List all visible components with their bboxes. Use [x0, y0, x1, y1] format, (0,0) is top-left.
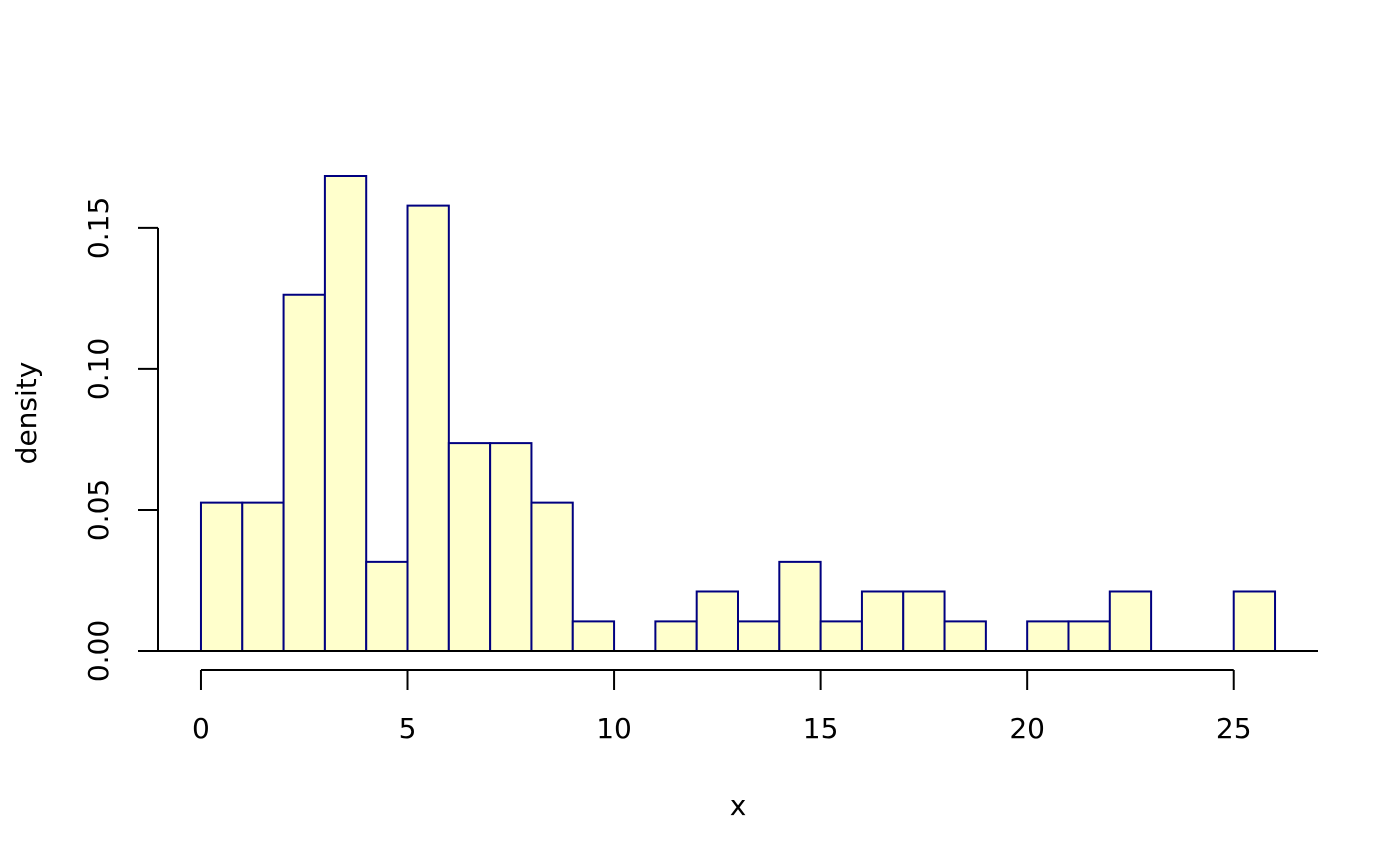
histogram-bar	[365, 560, 409, 653]
histogram-bar	[778, 560, 822, 653]
x-tick-label: 15	[803, 712, 839, 745]
histogram-bar	[1067, 620, 1111, 652]
y-tick-label: 0.10	[82, 338, 115, 400]
histogram-bar	[654, 620, 698, 652]
histogram-bar	[241, 501, 285, 653]
x-axis: 0 5 10 15 20 25	[192, 669, 1252, 745]
x-tick-label: 20	[1009, 712, 1045, 745]
histogram-bar	[489, 442, 533, 652]
histogram-bar	[943, 620, 987, 652]
histogram-bar	[199, 501, 244, 653]
histogram-bars	[199, 175, 1277, 653]
histogram-bar	[819, 620, 863, 652]
y-tick-label: 0.15	[82, 197, 115, 259]
y-tick-label: 0.05	[82, 479, 115, 541]
histogram-bar	[447, 442, 492, 652]
histogram-bar	[571, 620, 616, 652]
histogram-bar	[1232, 590, 1277, 652]
x-tick-label: 0	[192, 712, 210, 745]
histogram-bar	[737, 620, 781, 652]
histogram-bar	[406, 204, 450, 653]
histogram-bar	[1026, 620, 1070, 652]
histogram-bar	[1108, 590, 1153, 652]
x-axis-title: x	[730, 789, 747, 822]
x-tick-label: 5	[399, 712, 417, 745]
histogram-bar	[282, 293, 326, 652]
histogram-bar	[530, 501, 574, 653]
x-tick-label: 10	[596, 712, 632, 745]
histogram-bar	[695, 590, 739, 652]
histogram-bar	[860, 590, 905, 652]
y-tick-label: 0.00	[82, 620, 115, 682]
y-axis: 0.00 0.05 0.10 0.15	[82, 197, 159, 682]
x-tick-label: 25	[1216, 712, 1252, 745]
histogram-bar	[323, 175, 368, 652]
histogram-bar	[902, 590, 946, 652]
y-axis-title: density	[10, 362, 43, 465]
